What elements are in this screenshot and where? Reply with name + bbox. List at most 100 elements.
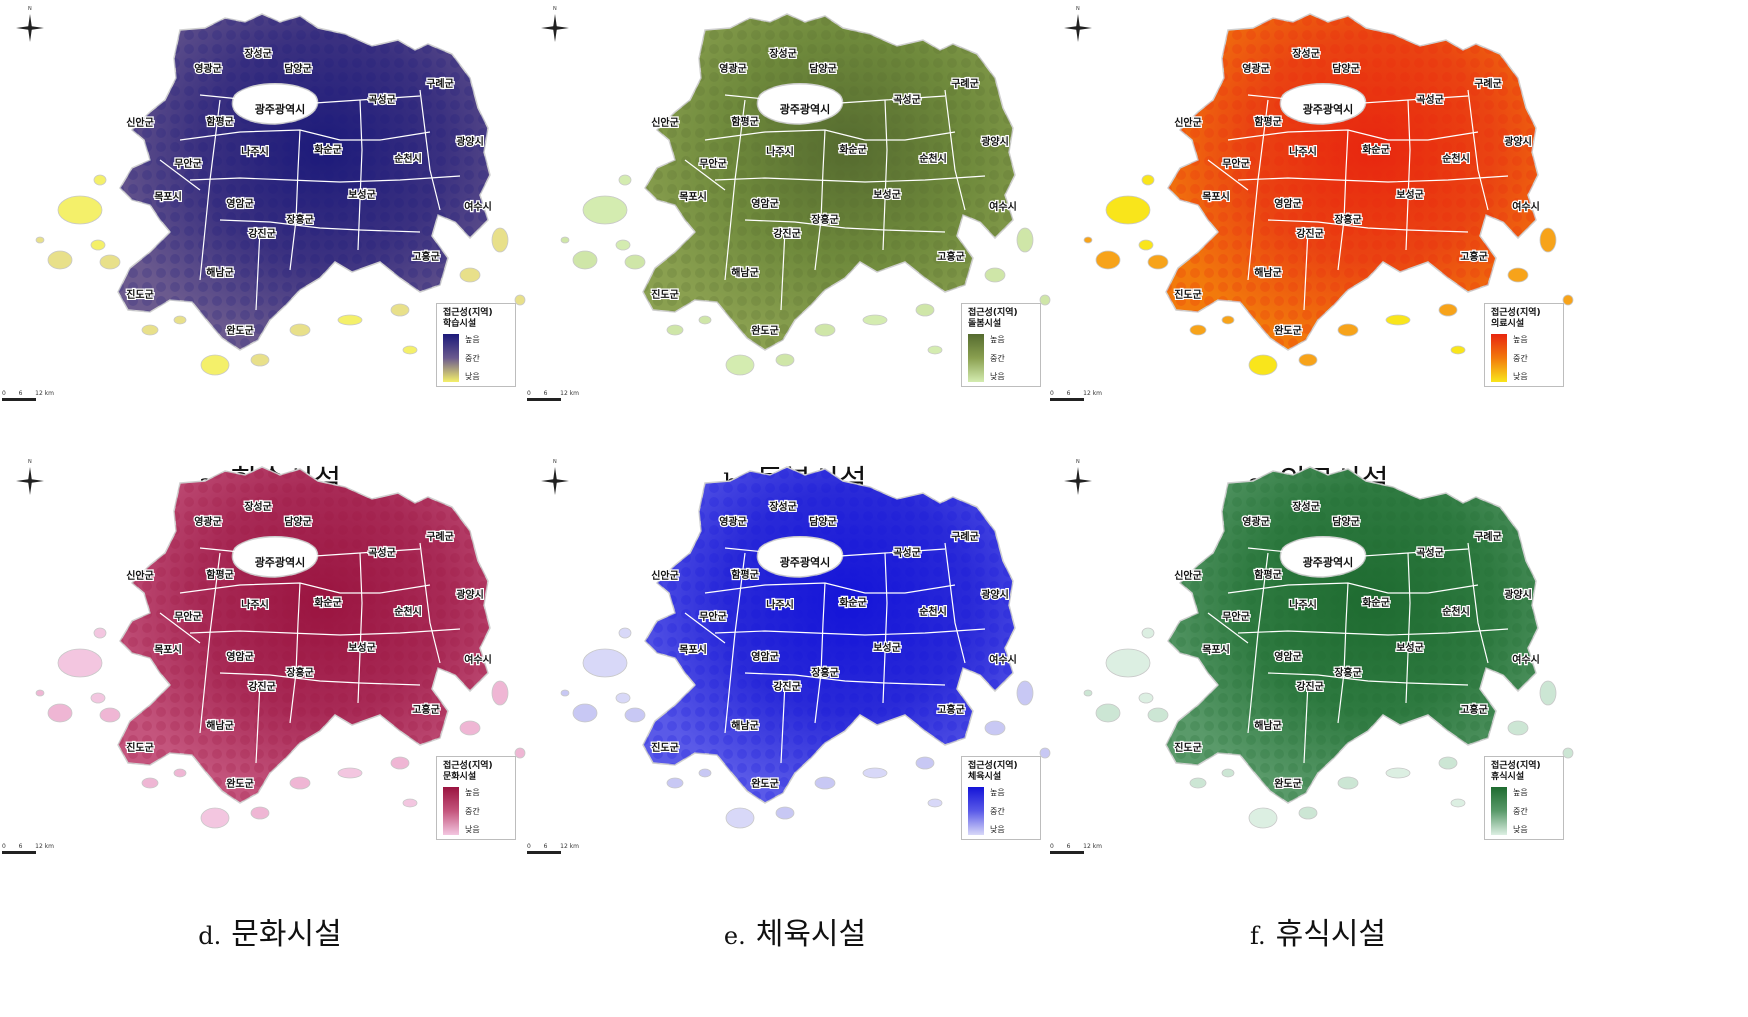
north-arrow-icon: N <box>1064 459 1092 495</box>
district-boundary <box>684 612 726 644</box>
map-panel-e: N 장성군 담양군 영광군 광주광역시 구례군 곡성군 신안군 함평군 광양시 나주시 화순군 순천시 무… <box>525 453 1065 952</box>
panel-caption: f. 휴식시설 <box>1048 909 1588 953</box>
region-label: 해남군 <box>731 719 759 732</box>
district-boundary <box>357 552 363 704</box>
district-boundary <box>357 99 363 251</box>
island <box>582 648 628 678</box>
region-label: 구례군 <box>426 530 454 543</box>
region-label: 장흥군 <box>286 213 314 226</box>
district-boundary <box>814 129 826 271</box>
district-boundary <box>1337 129 1349 271</box>
island <box>624 707 646 723</box>
region-label: 완도군 <box>751 324 779 337</box>
region-label: 고흥군 <box>937 703 965 716</box>
region-label: 신안군 <box>1174 569 1202 582</box>
island <box>1039 294 1051 306</box>
legend-level-low: 낮음 <box>990 825 1005 834</box>
legend-title: 접근성(지역) <box>968 308 1018 318</box>
island <box>984 267 1006 283</box>
district-boundary <box>1237 175 1509 183</box>
caption-title: 휴식시설 <box>1275 917 1387 952</box>
district-boundary <box>1337 582 1349 724</box>
legend-level-low: 낮음 <box>465 825 480 834</box>
district-boundary <box>1405 552 1411 704</box>
scale-label: 0 <box>2 390 6 397</box>
region-label: 순천시 <box>919 605 947 618</box>
district-boundary <box>179 129 431 141</box>
island <box>1337 323 1359 337</box>
legend-level-mid: 중간 <box>465 353 480 363</box>
region-label: 신안군 <box>1174 116 1202 129</box>
region-label: 함평군 <box>1254 568 1282 581</box>
region-label: 담양군 <box>284 62 312 75</box>
district-boundary <box>1227 582 1479 594</box>
legend-level-high: 높음 <box>1513 335 1528 344</box>
island <box>90 239 106 251</box>
scale-label: 12 km <box>1083 843 1102 850</box>
scale-label: 6 <box>18 843 23 850</box>
island <box>666 777 684 789</box>
island <box>984 720 1006 736</box>
island <box>99 707 121 723</box>
region-label: 광주광역시 <box>780 102 831 116</box>
island <box>99 254 121 270</box>
island <box>141 324 159 336</box>
district-boundary <box>179 582 431 594</box>
region-label: 광주광역시 <box>1303 555 1354 569</box>
region-label: 곡성군 <box>1416 546 1444 559</box>
island <box>572 703 598 723</box>
district-boundary <box>944 542 966 664</box>
district-boundary <box>1467 89 1489 211</box>
island <box>1189 777 1207 789</box>
region-label: 곡성군 <box>368 93 396 106</box>
island <box>725 354 755 376</box>
region-label: 보성군 <box>1396 188 1424 201</box>
island <box>47 703 73 723</box>
island <box>1385 767 1411 779</box>
scale-label: 0 <box>527 843 531 850</box>
region-label: 장흥군 <box>811 666 839 679</box>
island <box>624 254 646 270</box>
legend-level-mid: 중간 <box>990 353 1005 363</box>
island <box>615 692 631 704</box>
district-boundary <box>1207 159 1249 191</box>
island <box>35 689 45 697</box>
island <box>1095 250 1121 270</box>
region-label: 순천시 <box>394 152 422 165</box>
legend: 접근성(지역) 학습시설 높음 중간 낮음 <box>436 303 516 387</box>
legend-subtitle: 의료시설 <box>1491 319 1525 329</box>
region-label: 함평군 <box>1254 115 1282 128</box>
island <box>927 798 943 808</box>
region-label: 강진군 <box>1296 680 1324 693</box>
legend-title: 접근성(지역) <box>1491 308 1541 318</box>
district-boundary <box>780 682 786 764</box>
region-label: 여수시 <box>1512 653 1540 666</box>
scale-label: 12 km <box>1083 390 1102 397</box>
region-label: 장흥군 <box>811 213 839 226</box>
region-label: 진도군 <box>1174 288 1202 301</box>
legend-level-high: 높음 <box>465 788 480 797</box>
region-label: 목포시 <box>154 644 182 656</box>
region-label: 무안군 <box>699 610 727 623</box>
district-boundary <box>189 628 461 636</box>
region-label: 여수시 <box>989 653 1017 666</box>
region-label: 광양시 <box>981 136 1009 148</box>
region-label: 목포시 <box>679 644 707 656</box>
legend-level-mid: 중간 <box>990 806 1005 816</box>
scale-bar: 0 6 12 km <box>2 843 66 863</box>
district-boundary <box>1227 129 1479 141</box>
island <box>390 303 410 317</box>
region-label: 함평군 <box>206 115 234 128</box>
region-label: 곡성군 <box>368 546 396 559</box>
island <box>1189 324 1207 336</box>
legend-subtitle: 문화시설 <box>443 772 477 782</box>
district-boundary <box>159 612 201 644</box>
region-label: 나주시 <box>241 145 269 158</box>
district-boundary <box>1405 99 1411 251</box>
district-boundary <box>1207 612 1249 644</box>
color-ramp <box>443 787 459 835</box>
island <box>1298 806 1318 820</box>
legend-subtitle: 체육시설 <box>968 772 1002 782</box>
legend-level-high: 높음 <box>465 335 480 344</box>
